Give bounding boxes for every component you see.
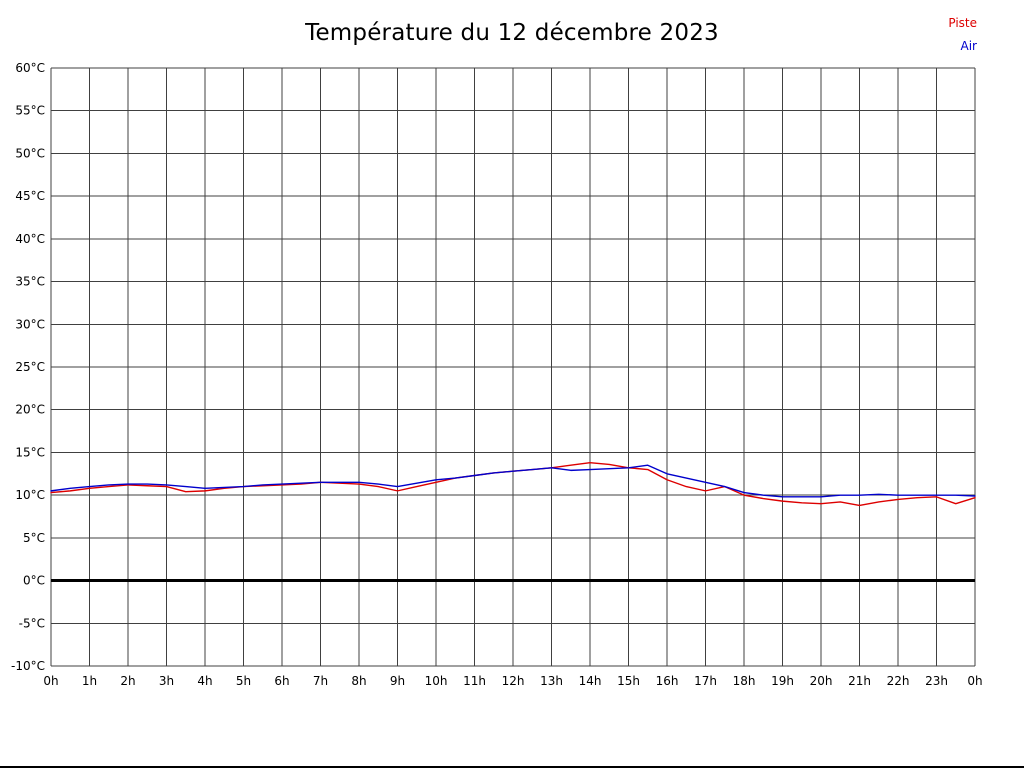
y-tick-label: 25°C <box>15 360 45 374</box>
x-tick-label: 19h <box>771 674 794 688</box>
x-tick-label: 7h <box>313 674 328 688</box>
x-tick-label: 4h <box>197 674 212 688</box>
x-tick-label: 2h <box>120 674 135 688</box>
x-tick-label: 20h <box>810 674 833 688</box>
x-tick-label: 15h <box>617 674 640 688</box>
x-tick-label: 17h <box>694 674 717 688</box>
y-tick-label: 30°C <box>15 317 45 331</box>
x-tick-label: 0h <box>43 674 58 688</box>
x-tick-label: 16h <box>656 674 679 688</box>
y-tick-label: 10°C <box>15 488 45 502</box>
y-tick-label: 20°C <box>15 403 45 417</box>
y-tick-label: 60°C <box>15 61 45 75</box>
x-tick-label: 22h <box>887 674 910 688</box>
x-tick-label: 6h <box>274 674 289 688</box>
y-tick-label: 35°C <box>15 275 45 289</box>
x-tick-label: 3h <box>159 674 174 688</box>
x-tick-label: 1h <box>82 674 97 688</box>
y-tick-label: 5°C <box>23 531 45 545</box>
x-tick-label: 8h <box>351 674 366 688</box>
x-tick-label: 12h <box>502 674 525 688</box>
series-line-air <box>50 464 976 498</box>
x-tick-label: 23h <box>925 674 948 688</box>
x-tick-label: 13h <box>540 674 563 688</box>
x-tick-label: 14h <box>579 674 602 688</box>
legend-item-air: Air <box>960 38 977 53</box>
y-tick-label: 15°C <box>15 445 45 459</box>
y-tick-label: 45°C <box>15 189 45 203</box>
x-tick-label: 10h <box>425 674 448 688</box>
bottom-border <box>0 766 1024 768</box>
y-tick-label: 50°C <box>15 146 45 160</box>
chart-legend: Piste Air <box>948 12 977 58</box>
y-tick-label: 40°C <box>15 232 45 246</box>
legend-item-piste: Piste <box>948 16 977 30</box>
y-tick-label: 0°C <box>23 574 45 588</box>
x-tick-label: 11h <box>463 674 486 688</box>
x-tick-label: 18h <box>733 674 756 688</box>
y-tick-label: -10°C <box>11 659 45 673</box>
x-tick-label: 5h <box>236 674 251 688</box>
y-tick-label: 55°C <box>15 104 45 118</box>
chart-title: Température du 12 décembre 2023 <box>305 20 719 46</box>
y-tick-label: -5°C <box>19 616 45 630</box>
x-tick-label: 21h <box>848 674 871 688</box>
x-tick-label: 9h <box>390 674 405 688</box>
x-tick-label: 0h <box>967 674 982 688</box>
